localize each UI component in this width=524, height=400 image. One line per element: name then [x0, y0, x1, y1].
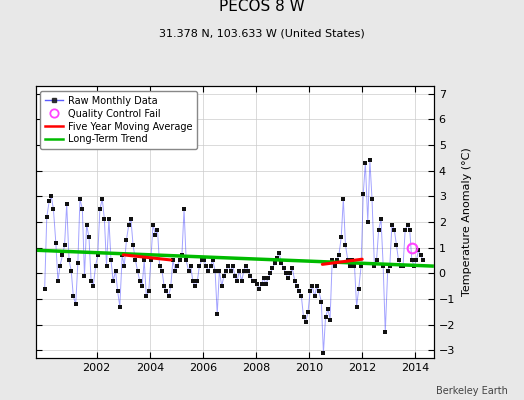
Legend: Raw Monthly Data, Quality Control Fail, Five Year Moving Average, Long-Term Tren: Raw Monthly Data, Quality Control Fail, … — [40, 91, 197, 149]
Text: PECOS 8 W: PECOS 8 W — [219, 0, 305, 14]
Text: 31.378 N, 103.633 W (United States): 31.378 N, 103.633 W (United States) — [159, 28, 365, 38]
Y-axis label: Temperature Anomaly (°C): Temperature Anomaly (°C) — [462, 148, 472, 296]
Text: Berkeley Earth: Berkeley Earth — [436, 386, 508, 396]
